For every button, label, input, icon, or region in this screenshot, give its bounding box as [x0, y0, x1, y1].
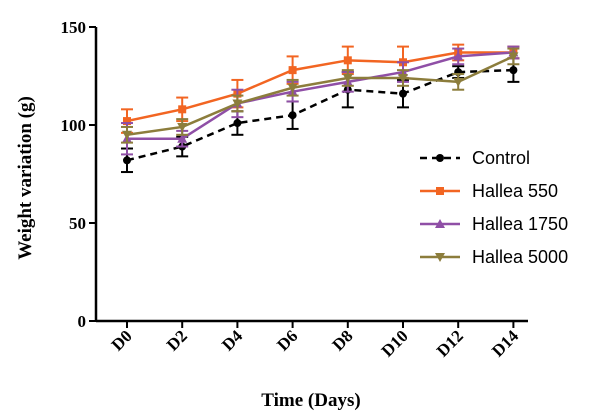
data-point — [436, 187, 444, 195]
series-group — [121, 45, 520, 156]
x-tick-label: D4 — [218, 326, 246, 354]
series-line — [127, 51, 514, 140]
x-tick-label: D0 — [108, 326, 136, 354]
data-point — [177, 122, 188, 132]
data-point — [343, 56, 352, 65]
y-tick-label: 100 — [61, 116, 87, 135]
y-tick-label: 150 — [61, 18, 87, 37]
y-ticks: 0 50 100 150 — [61, 18, 96, 331]
data-point — [288, 66, 297, 75]
series-line — [126, 68, 514, 162]
x-tick-label: D8 — [328, 326, 356, 354]
data-point — [342, 73, 353, 83]
data-point — [509, 66, 518, 75]
legend-item: Hallea 5000 — [420, 247, 568, 267]
series-group — [121, 57, 520, 174]
data-point — [178, 105, 187, 114]
x-tick-label: D12 — [433, 326, 467, 360]
data-point — [123, 156, 131, 165]
legend-item: Control — [420, 148, 530, 168]
legend-label: Hallea 5000 — [472, 247, 568, 267]
x-tick-label: D10 — [378, 326, 412, 360]
data-point — [177, 133, 188, 143]
data-point — [453, 77, 464, 87]
data-point — [436, 154, 444, 162]
series-line — [126, 55, 514, 137]
x-tick-label: D14 — [488, 326, 522, 360]
data-point — [288, 111, 297, 120]
series-layer — [121, 43, 520, 174]
legend-label: Control — [472, 148, 530, 168]
series-group — [121, 47, 520, 144]
data-point — [233, 119, 242, 128]
legend-item: Hallea 1750 — [420, 214, 568, 234]
data-point — [508, 52, 519, 62]
legend-label: Hallea 1750 — [472, 214, 568, 234]
y-axis-title: Weight variation (g) — [15, 96, 36, 260]
legend: Control Hallea 550 Hallea 1750 Hallea 5000 — [420, 148, 568, 267]
data-point — [122, 130, 132, 140]
data-point — [287, 83, 298, 93]
legend-item: Hallea 550 — [420, 181, 558, 201]
data-point — [399, 89, 407, 98]
data-point — [232, 99, 243, 109]
data-point — [398, 73, 408, 83]
x-axis-title: Time (Days) — [261, 390, 360, 411]
data-point — [435, 219, 445, 228]
x-tick-label: D6 — [273, 326, 301, 354]
data-point — [453, 51, 464, 61]
data-point — [435, 253, 445, 262]
x-tick-label: D2 — [163, 326, 191, 354]
y-tick-label: 50 — [69, 214, 86, 233]
axes — [94, 27, 528, 323]
series-line — [126, 51, 514, 123]
x-ticks: D0 D2 D4 D6 D8 D10 D12 D14 — [108, 321, 523, 361]
y-tick-label: 0 — [78, 312, 87, 331]
data-point — [123, 117, 131, 126]
legend-label: Hallea 550 — [472, 181, 558, 201]
